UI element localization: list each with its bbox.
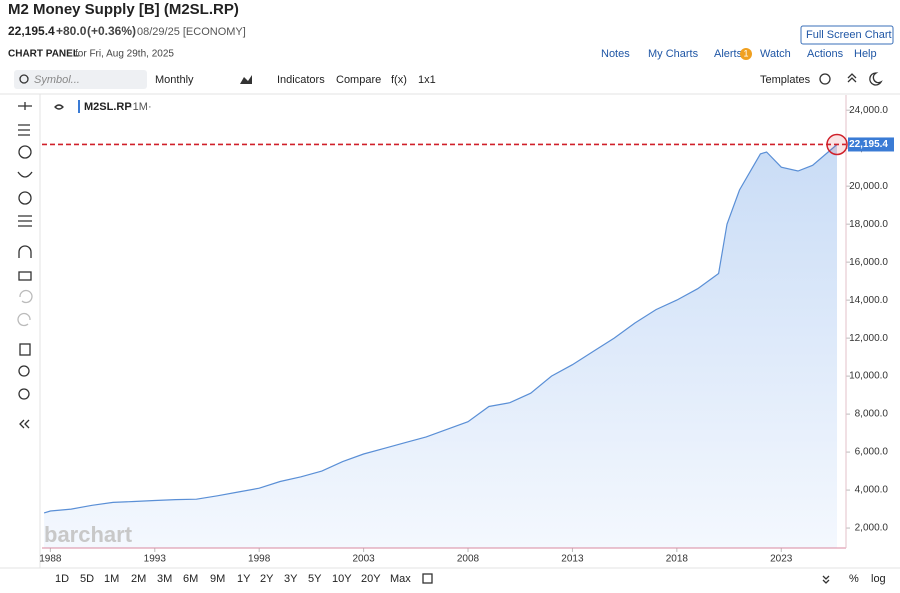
period-button[interactable]: 1D: [55, 573, 69, 585]
zoom-out-icon[interactable]: [18, 388, 30, 400]
tool-icon[interactable]: [18, 145, 32, 159]
y-tick-label: 24,000.0: [849, 105, 888, 116]
toolbar: [0, 64, 900, 94]
theme-icon[interactable]: [869, 72, 883, 86]
y-tick-label: 18,000.0: [849, 219, 888, 230]
scale-button[interactable]: log: [871, 573, 886, 585]
period-button[interactable]: 10Y: [332, 573, 352, 585]
tool-icon[interactable]: [18, 191, 32, 205]
last-value-badge: [848, 137, 894, 152]
visibility-icon[interactable]: [54, 104, 64, 110]
last-price: 22,195.4: [8, 24, 55, 38]
interval-select[interactable]: Monthly: [155, 74, 194, 86]
y-tick-label: 2,000.0: [855, 523, 889, 534]
x-tick-label: 2008: [457, 554, 480, 565]
trash-icon[interactable]: [19, 343, 31, 356]
legend-label: M2SL.RP: [84, 101, 132, 113]
collapse-icon[interactable]: [847, 73, 857, 83]
settings-icon[interactable]: [819, 73, 831, 85]
panel-link[interactable]: Notes: [601, 48, 630, 60]
x-tick-label: 2013: [561, 554, 584, 565]
full-screen-button[interactable]: [800, 25, 894, 45]
expand-icon[interactable]: [822, 575, 830, 584]
x-tick-label: 2018: [666, 554, 689, 565]
period-button[interactable]: 2M: [131, 573, 146, 585]
tool-icon[interactable]: [18, 102, 32, 110]
period-button[interactable]: 5D: [80, 573, 94, 585]
period-button[interactable]: 1M: [104, 573, 119, 585]
last-point-highlight: [826, 133, 848, 156]
period-button[interactable]: 6M: [183, 573, 198, 585]
y-tick-label: 4,000.0: [855, 485, 889, 496]
y-tick-label: 12,000.0: [849, 333, 888, 344]
hide-sidebar-icon[interactable]: [19, 419, 30, 429]
alerts-badge-bg: [740, 48, 752, 60]
tool-icon[interactable]: [18, 124, 30, 136]
area-line: [43, 144, 838, 514]
period-button[interactable]: 20Y: [361, 573, 381, 585]
panel-link[interactable]: Actions: [807, 48, 844, 60]
toolbar-button[interactable]: Compare: [336, 74, 381, 86]
x-tick-label: 1998: [248, 554, 271, 565]
legend-interval: ·1M·: [129, 101, 152, 113]
chart-type-icon[interactable]: [240, 75, 252, 84]
x-tick-label: 1993: [144, 554, 167, 565]
templates-button[interactable]: Templates: [760, 74, 811, 86]
y-tick-label: 14,000.0: [849, 295, 888, 306]
toolbar-button[interactable]: Indicators: [277, 74, 325, 86]
change: +80.0: [56, 24, 87, 38]
search-icon: [19, 74, 29, 84]
panel-date: for Fri, Aug 29th, 2025: [75, 49, 174, 60]
area-fill: [44, 144, 838, 548]
y-tick-label: 16,000.0: [849, 257, 888, 268]
period-button[interactable]: 3M: [157, 573, 172, 585]
period-button[interactable]: 3Y: [284, 573, 298, 585]
period-button[interactable]: 5Y: [308, 573, 322, 585]
period-button[interactable]: 9M: [210, 573, 225, 585]
panel-link[interactable]: Alerts: [714, 48, 743, 60]
full-screen-label[interactable]: Full Screen Chart: [806, 29, 892, 41]
y-tick-label: 6,000.0: [855, 447, 889, 458]
x-tick-label: 2003: [352, 554, 375, 565]
change-pct: (+0.36%): [87, 24, 136, 38]
undo-icon[interactable]: [19, 289, 33, 304]
panel-label: CHART PANEL: [8, 49, 79, 60]
scale-button[interactable]: %: [849, 573, 859, 585]
x-tick-label: 2023: [770, 554, 793, 565]
watermark: barchart: [44, 522, 133, 547]
title: M2 Money Supply [B] (M2SL.RP): [8, 1, 239, 18]
toolbar-button[interactable]: f(x): [391, 74, 407, 86]
lock-icon[interactable]: [18, 271, 32, 281]
magnet-icon[interactable]: [18, 245, 32, 258]
series-color-tick: [78, 100, 80, 113]
zoom-in-icon[interactable]: [18, 365, 30, 377]
panel-link[interactable]: Help: [854, 48, 877, 60]
tool-sidebar: [17, 102, 33, 429]
period-button[interactable]: Max: [390, 573, 411, 585]
y-tick-label: 10,000.0: [849, 371, 888, 382]
tool-icon[interactable]: [18, 215, 32, 227]
symbol-placeholder[interactable]: Symbol...: [34, 74, 80, 86]
symbol-input[interactable]: [14, 70, 147, 89]
period-button[interactable]: 1Y: [237, 573, 251, 585]
last-value-label: 22,195.4: [849, 139, 888, 150]
alerts-badge: 1: [743, 48, 748, 58]
panel-link[interactable]: Watch: [760, 48, 791, 60]
period-button[interactable]: 2Y: [260, 573, 274, 585]
panel-link[interactable]: My Charts: [648, 48, 699, 60]
toolbar-button[interactable]: 1x1: [418, 74, 436, 86]
date-info: 08/29/25 [ECONOMY]: [137, 26, 246, 38]
x-tick-label: 1988: [39, 554, 62, 565]
y-tick-label: 8,000.0: [855, 409, 889, 420]
tool-icon[interactable]: [17, 171, 33, 178]
redo-icon[interactable]: [17, 312, 31, 327]
y-tick-label: 20,000.0: [849, 181, 888, 192]
calendar-icon[interactable]: [422, 573, 433, 584]
